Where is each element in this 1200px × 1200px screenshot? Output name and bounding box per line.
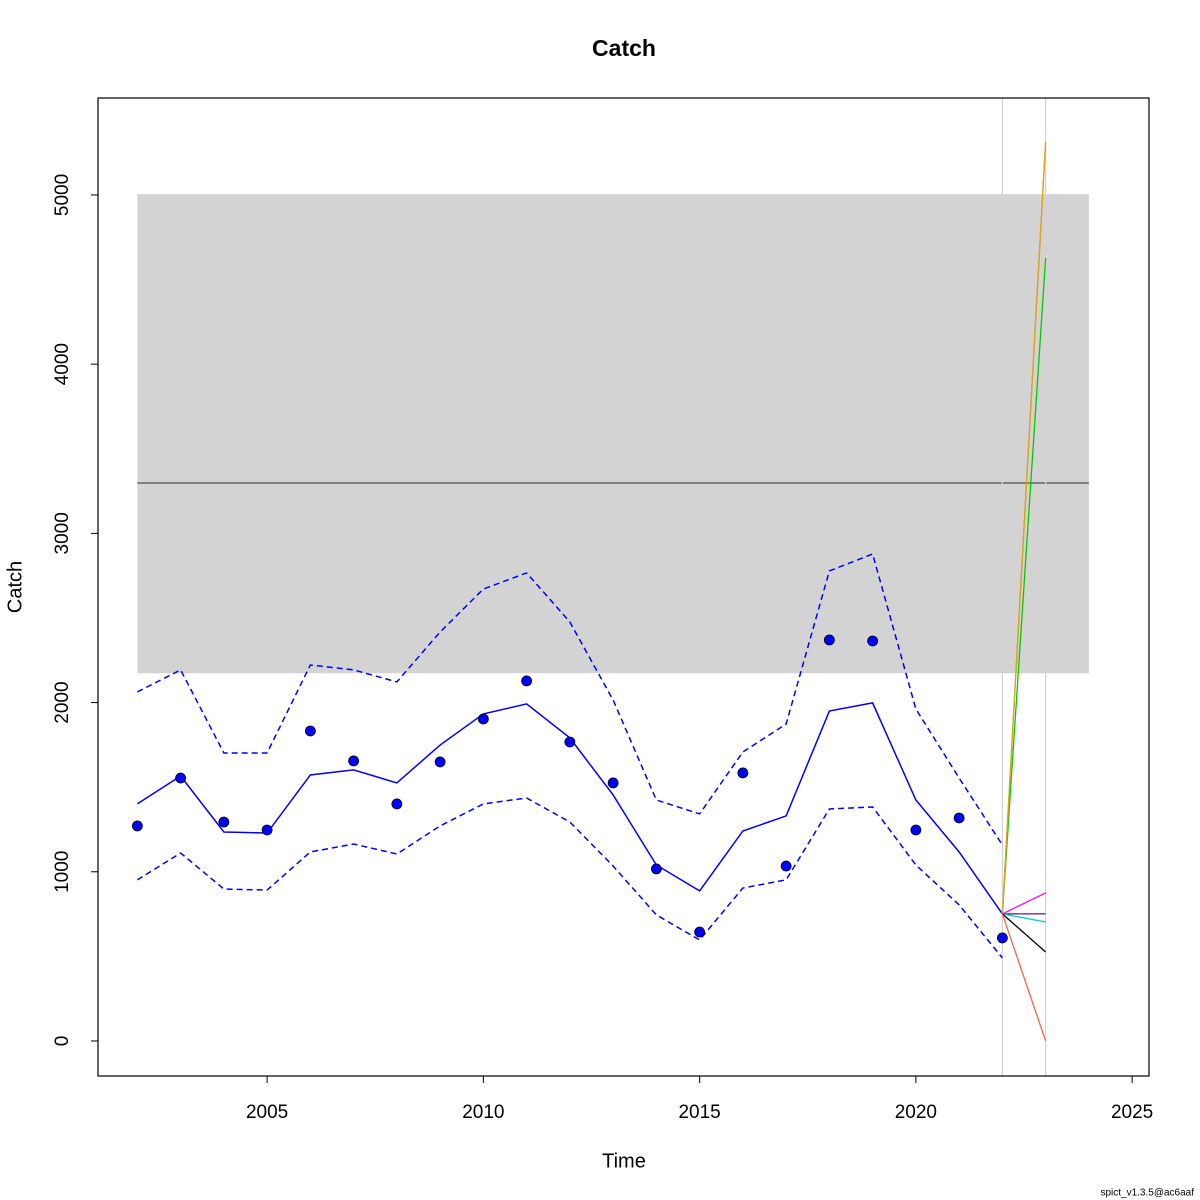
estimate-line: [136, 702, 1003, 915]
observed-point: [304, 725, 316, 737]
reference-band: [137, 194, 1089, 674]
observed-point: [867, 635, 879, 647]
observed-point: [953, 812, 965, 824]
observed-point: [780, 860, 792, 872]
x-tick-label: 2005: [246, 1102, 288, 1123]
ci-line: [136, 797, 1003, 959]
observed-point: [175, 772, 187, 784]
observed-point: [521, 675, 533, 687]
x-tick-label: 2015: [678, 1102, 720, 1123]
observed-point: [261, 824, 273, 836]
observed-point: [391, 798, 403, 810]
observed-point: [564, 736, 576, 748]
forecast-line: [1001, 913, 1047, 953]
footnote: spict_v1.3.5@ac6aaf: [1100, 1188, 1194, 1199]
observed-point: [477, 713, 489, 725]
observed-point: [996, 932, 1008, 944]
x-tick-label: 2010: [462, 1102, 504, 1123]
y-axis-label: Catch: [4, 561, 26, 613]
forecast-line: [1001, 913, 1047, 1042]
forecast-line: [1002, 913, 1046, 923]
y-tick-label: 2000: [52, 681, 73, 723]
forecast-line: [1002, 892, 1046, 915]
plot-frame: [97, 97, 1150, 1077]
y-tick-label: 1000: [52, 851, 73, 893]
observed-point: [823, 634, 835, 646]
x-tick-label: 2020: [895, 1102, 937, 1123]
x-axis-label: Time: [602, 1150, 646, 1172]
observed-point: [737, 767, 749, 779]
y-tick-label: 5000: [52, 174, 73, 216]
y-tick-label: 3000: [52, 512, 73, 554]
chart-title: Catch: [592, 35, 656, 61]
x-tick-label: 2025: [1111, 1102, 1153, 1123]
observed-point: [607, 777, 619, 789]
observed-point: [694, 926, 706, 938]
observed-point: [434, 756, 446, 768]
ci-line: [137, 553, 1004, 846]
observed-point: [131, 820, 143, 832]
observed-point: [218, 816, 230, 828]
forecast-line: [1001, 141, 1047, 914]
observed-point: [650, 863, 662, 875]
y-tick-label: 4000: [52, 343, 73, 385]
observed-point: [348, 755, 360, 767]
forecast-line: [1001, 257, 1047, 914]
observed-point: [910, 824, 922, 836]
y-tick-label: 0: [52, 1036, 73, 1047]
